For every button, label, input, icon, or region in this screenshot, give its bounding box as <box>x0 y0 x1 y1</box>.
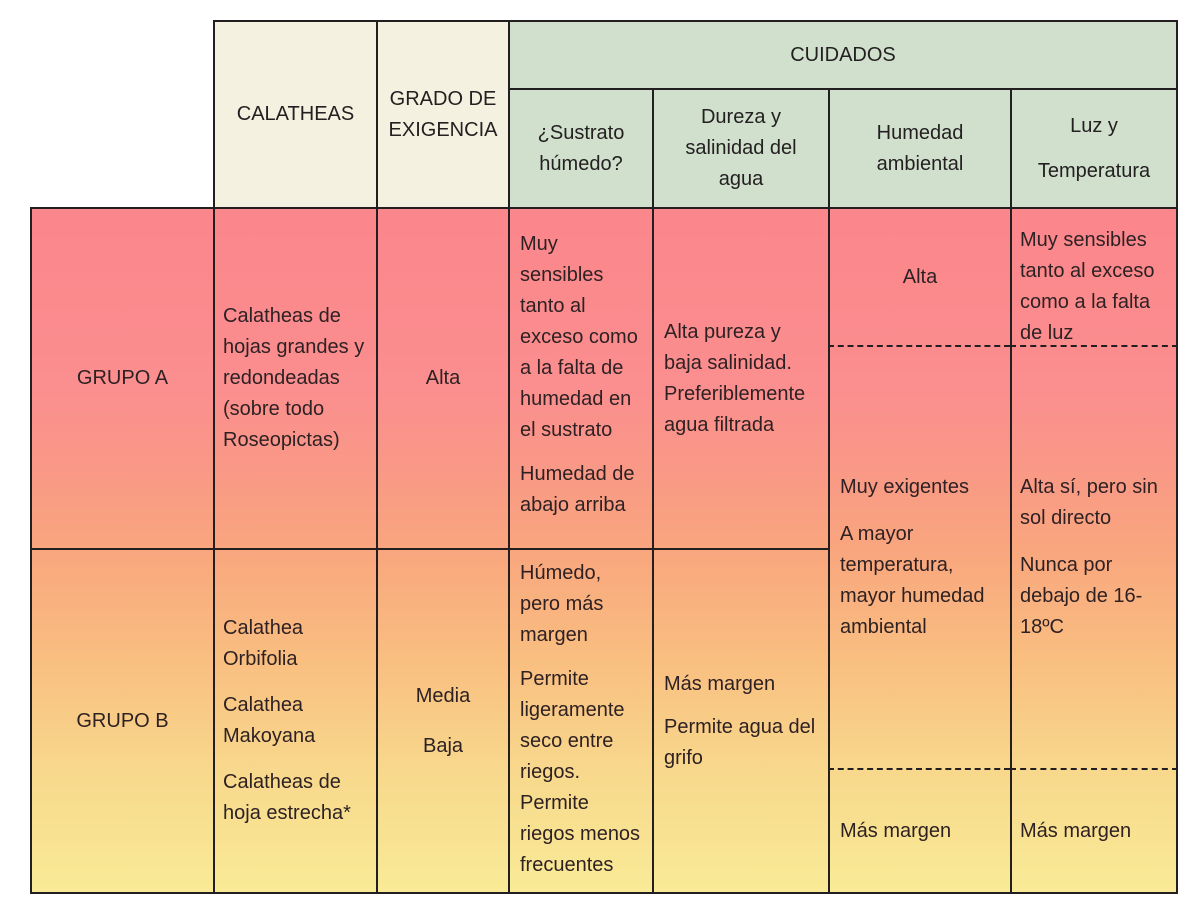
grupo-b-label: GRUPO B <box>76 709 169 732</box>
grupo-b-sustrato-paragraph-1: Húmedo, pero más margen <box>520 562 604 646</box>
grupo-a-calatheas-text: Calatheas de hojas grandes y redondeadas… <box>223 305 365 451</box>
luz-middle-paragraph-2: Nunca por debajo de 16-18ºC <box>1020 554 1143 638</box>
subheader-humedad-label: Humedad ambiental <box>876 121 964 175</box>
cell-grupo-b-sustrato: Húmedo, pero más margen Permite ligerame… <box>508 548 652 894</box>
header-grado-de-exigencia: GRADO DE EXIGENCIA <box>376 20 508 207</box>
cell-humedad-grupo-b-bottom: Más margen <box>828 768 1010 894</box>
grupo-a-sustrato-paragraph-1: Muy sensibles tanto al exceso como a la … <box>520 233 638 441</box>
cell-grupo-a-sustrato: Muy sensibles tanto al exceso como a la … <box>508 207 652 548</box>
subheader-dureza: Dureza y salinidad del agua <box>652 88 828 207</box>
cell-luz-grupo-a: Muy sensibles tanto al exceso como a la … <box>1010 207 1178 345</box>
subheader-dureza-label: Dureza y salinidad del agua <box>685 106 797 190</box>
grupo-a-sustrato-paragraph-2: Humedad de abajo arriba <box>520 463 635 516</box>
cell-humedad-middle: Muy exigentes A mayor temperatura, mayor… <box>828 345 1010 768</box>
cell-grupo-a-label: GRUPO A <box>30 207 213 548</box>
cell-luz-middle: Alta sí, pero sin sol directo Nunca por … <box>1010 345 1178 768</box>
grupo-a-dureza-text: Alta pureza y baja salinidad. Preferible… <box>664 320 806 436</box>
header-calatheas: CALATHEAS <box>213 20 376 207</box>
grupo-b-calatheas-item-2: Calathea Makoyana <box>223 694 316 747</box>
cell-grupo-a-grado: Alta <box>376 207 508 548</box>
luz-bottom-text: Más margen <box>1020 819 1132 842</box>
luz-grupo-a-text: Muy sensibles tanto al exceso como a la … <box>1020 229 1155 344</box>
cell-grupo-b-grado: Media Baja <box>376 548 508 894</box>
header-cuidados-label: CUIDADOS <box>790 43 896 66</box>
grupo-b-grado-item-2: Baja <box>422 734 464 757</box>
subheader-sustrato-label: ¿Sustrato húmedo? <box>537 121 625 175</box>
header-calatheas-label: CALATHEAS <box>236 103 355 125</box>
humedad-bottom-text: Más margen <box>840 819 952 842</box>
cell-luz-grupo-b-bottom: Más margen <box>1010 768 1178 894</box>
subheader-luz-line2: Temperatura <box>1037 159 1151 182</box>
grupo-a-grado-text: Alta <box>425 367 461 389</box>
cell-humedad-grupo-a: Alta <box>828 207 1010 345</box>
subheader-sustrato: ¿Sustrato húmedo? <box>508 88 652 207</box>
humedad-middle-paragraph-2: A mayor temperatura, mayor humedad ambie… <box>840 523 985 638</box>
humedad-grupo-a-text: Alta <box>902 265 938 288</box>
header-grado-label: GRADO DE EXIGENCIA <box>388 87 498 141</box>
grupo-b-calatheas-item-1: Calathea Orbifolia <box>223 617 304 670</box>
header-cuidados: CUIDADOS <box>508 20 1178 88</box>
cell-grupo-b-label: GRUPO B <box>30 548 213 894</box>
humedad-middle-paragraph-1: Muy exigentes <box>840 476 969 498</box>
cell-grupo-a-dureza: Alta pureza y baja salinidad. Preferible… <box>652 207 828 548</box>
grupo-b-sustrato-paragraph-2: Permite ligeramente seco entre riegos. P… <box>520 668 641 876</box>
cell-grupo-a-calatheas: Calatheas de hojas grandes y redondeadas… <box>213 207 376 548</box>
grupo-b-grado-item-1: Media <box>415 684 471 707</box>
cell-grupo-b-dureza: Más margen Permite agua del grifo <box>652 548 828 894</box>
table-body-gradient <box>30 207 1178 894</box>
grupo-b-dureza-paragraph-2: Permite agua del grifo <box>664 715 816 769</box>
subheader-humedad: Humedad ambiental <box>828 88 1010 207</box>
luz-middle-paragraph-1: Alta sí, pero sin sol directo <box>1020 476 1158 529</box>
subheader-luz: Luz y Temperatura <box>1010 88 1178 207</box>
cell-grupo-b-calatheas: Calathea Orbifolia Calathea Makoyana Cal… <box>213 548 376 894</box>
grupo-b-dureza-paragraph-1: Más margen <box>664 672 776 695</box>
grupo-a-label: GRUPO A <box>76 367 169 389</box>
grupo-b-calatheas-item-3: Calatheas de hoja estrecha* <box>223 771 351 824</box>
subheader-luz-line1: Luz y <box>1070 114 1118 137</box>
